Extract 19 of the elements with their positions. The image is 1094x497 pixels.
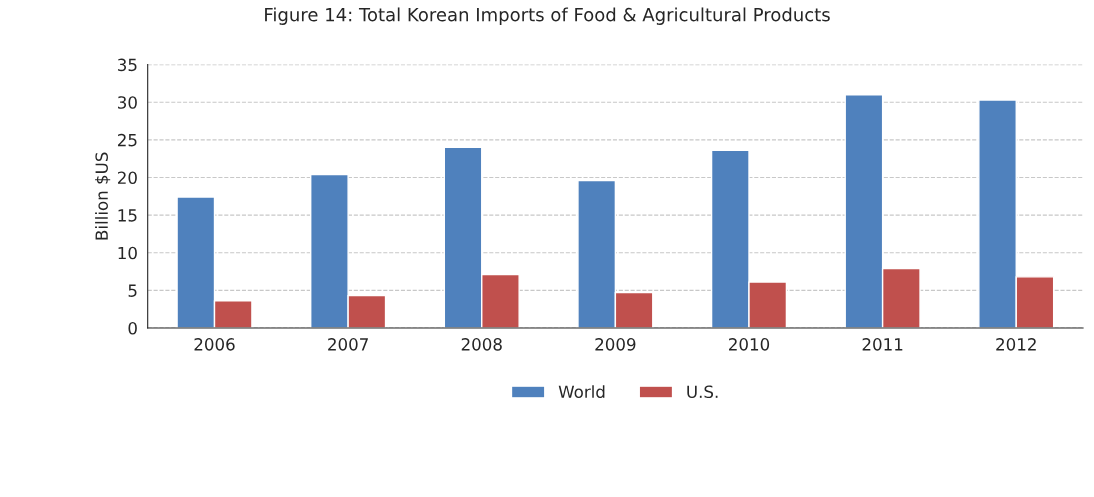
legend-label: U.S.	[687, 385, 718, 399]
x-tick-label: 2008	[461, 338, 502, 351]
x-tick-label: 2007	[328, 338, 368, 351]
y-tick-label: 20	[117, 171, 137, 185]
y-tick-label: 0	[128, 321, 137, 335]
y-tick-label: 35	[118, 58, 137, 72]
y-axis-title: Billion $US	[95, 152, 111, 240]
chart-title: Figure 14: Total Korean Imports of Food & Agricultural Products	[265, 7, 830, 25]
y-tick-label: 30	[118, 96, 137, 109]
x-tick-label: 2012	[996, 338, 1036, 351]
y-tick-label: 5	[128, 284, 137, 297]
x-tick-label: 2010	[729, 338, 770, 351]
x-tick-label: 2009	[595, 338, 636, 351]
y-tick-label: 10	[118, 246, 137, 260]
x-tick-label: 2006	[194, 338, 235, 351]
y-tick-label: 15	[118, 209, 137, 222]
y-tick-label: 25	[117, 133, 137, 147]
legend-label: World	[558, 385, 605, 399]
x-tick-label: 2011	[862, 338, 903, 351]
